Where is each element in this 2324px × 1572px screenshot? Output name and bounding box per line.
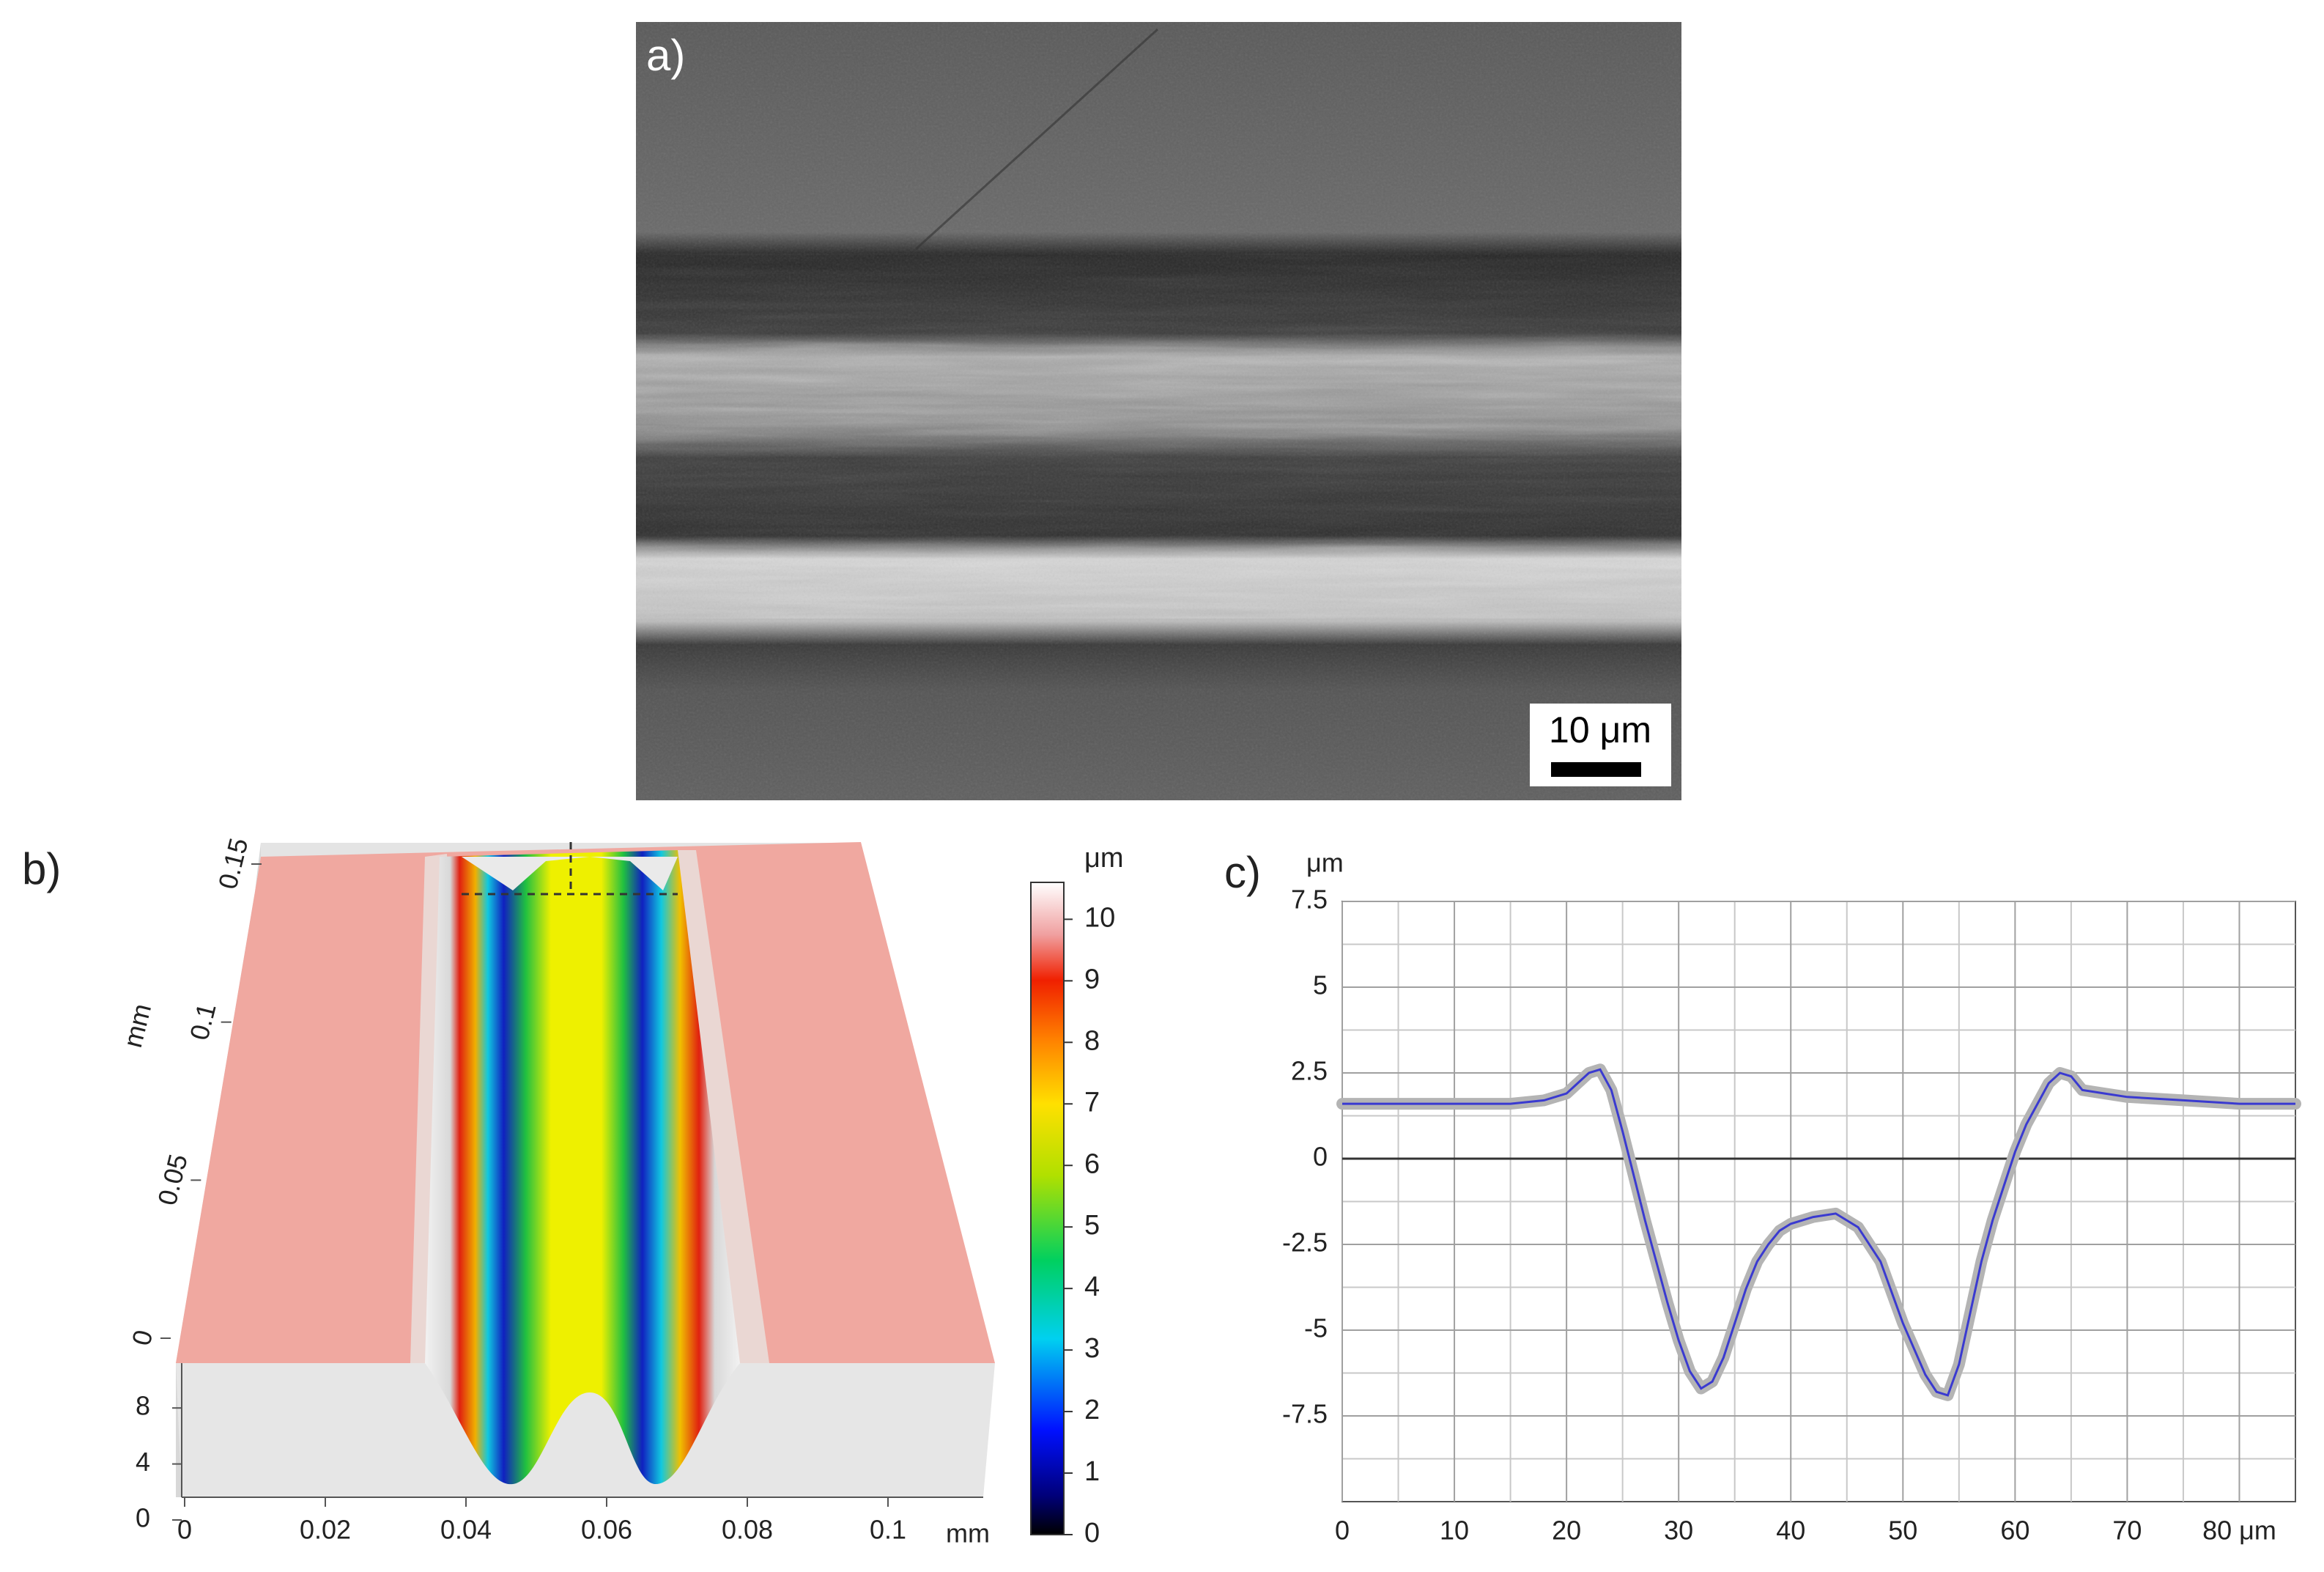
z-tick-label: 0 bbox=[136, 1503, 150, 1533]
x-tick-label: 0.02 bbox=[300, 1515, 351, 1545]
y-tick-label: 7.5 bbox=[1291, 885, 1328, 915]
colorbar bbox=[1030, 882, 1065, 1535]
colorbar-tick-label: 7 bbox=[1084, 1087, 1100, 1118]
x-tick-label: 60 bbox=[2000, 1516, 2029, 1546]
colorbar-tick-label: 6 bbox=[1084, 1148, 1100, 1179]
scale-bar bbox=[1551, 762, 1641, 777]
x-tick-label: 40 bbox=[1776, 1516, 1805, 1546]
x-tick-label: 80 μm bbox=[2202, 1516, 2276, 1546]
z-tick-label: 8 bbox=[136, 1391, 150, 1421]
groove bbox=[425, 850, 740, 1363]
x-tick-label: 30 bbox=[1664, 1516, 1693, 1546]
colorbar-tick-label: 9 bbox=[1084, 964, 1100, 995]
colorbar-tick-label: 1 bbox=[1084, 1456, 1100, 1487]
scratch bbox=[914, 28, 1159, 251]
colorbar-tick-label: 8 bbox=[1084, 1025, 1100, 1056]
x-tick-label: 0 bbox=[1335, 1516, 1350, 1546]
colorbar-tick-label: 5 bbox=[1084, 1210, 1100, 1241]
y-tick-label: -7.5 bbox=[1282, 1399, 1328, 1429]
scale-bar-label: 10 μm bbox=[1549, 709, 1651, 750]
x-tick-label: 70 bbox=[2112, 1516, 2142, 1546]
z-tick-label: 4 bbox=[136, 1447, 150, 1477]
x-tick-label: 10 bbox=[1440, 1516, 1469, 1546]
x-tick-label: 0.04 bbox=[440, 1515, 492, 1545]
grid bbox=[1342, 901, 2295, 1502]
colorbar-tick-label: 2 bbox=[1084, 1395, 1100, 1425]
y-tick-label: 5 bbox=[1313, 970, 1328, 1000]
colorbar-tick-label: 4 bbox=[1084, 1272, 1100, 1302]
x-tick-label: 0 bbox=[177, 1515, 192, 1545]
y-tick-label: -2.5 bbox=[1282, 1228, 1328, 1258]
panel-label: a) bbox=[646, 31, 685, 80]
y-tick-label: 2.5 bbox=[1291, 1056, 1328, 1086]
y-unit: μm bbox=[1306, 848, 1344, 878]
x-unit: mm bbox=[946, 1519, 990, 1549]
colorbar-tick-label: 10 bbox=[1084, 902, 1115, 933]
colorbar-tick-label: 3 bbox=[1084, 1333, 1100, 1364]
x-tick-label: 20 bbox=[1552, 1516, 1581, 1546]
groove-profile bbox=[425, 1363, 740, 1485]
y-tick-label: 0 bbox=[1313, 1142, 1328, 1172]
panel-label: b) bbox=[22, 844, 61, 893]
front-face bbox=[176, 1363, 995, 1497]
panel-c: c) μm 0 10 20 30 40 50 60 70 80 μm 7.5 5 2.5 0 -2.5 -5… bbox=[1224, 848, 2301, 1546]
ridge bbox=[674, 850, 769, 1363]
panel-label: c) bbox=[1224, 848, 1261, 897]
y-tick-label: 0.05 bbox=[152, 1151, 193, 1208]
colorbar-unit: μm bbox=[1084, 843, 1124, 874]
colorbar-tick-label: 0 bbox=[1084, 1518, 1100, 1549]
y-tick-label: 0 bbox=[126, 1327, 159, 1348]
y-tick-label: -5 bbox=[1304, 1313, 1328, 1343]
x-tick-label: 0.1 bbox=[870, 1515, 906, 1545]
y-unit: mm bbox=[117, 1000, 157, 1050]
x-tick-label: 50 bbox=[1888, 1516, 1917, 1546]
x-tick-label: 0.08 bbox=[722, 1515, 773, 1545]
profile-line bbox=[1342, 1068, 2295, 1397]
y-tick-label: 0.1 bbox=[184, 1000, 222, 1043]
panel-a: a) 10 μm bbox=[636, 22, 1681, 800]
x-tick-label: 0.06 bbox=[581, 1515, 632, 1545]
sem-grain bbox=[636, 22, 1681, 800]
y-tick-label: 0.15 bbox=[212, 835, 254, 892]
panel-b: b) 0 0.02 0.04 0.06 0.08 0.1 mm 0 0.05 0.1 0.15 mm 0… bbox=[22, 835, 1124, 1549]
back-notch bbox=[462, 857, 678, 890]
